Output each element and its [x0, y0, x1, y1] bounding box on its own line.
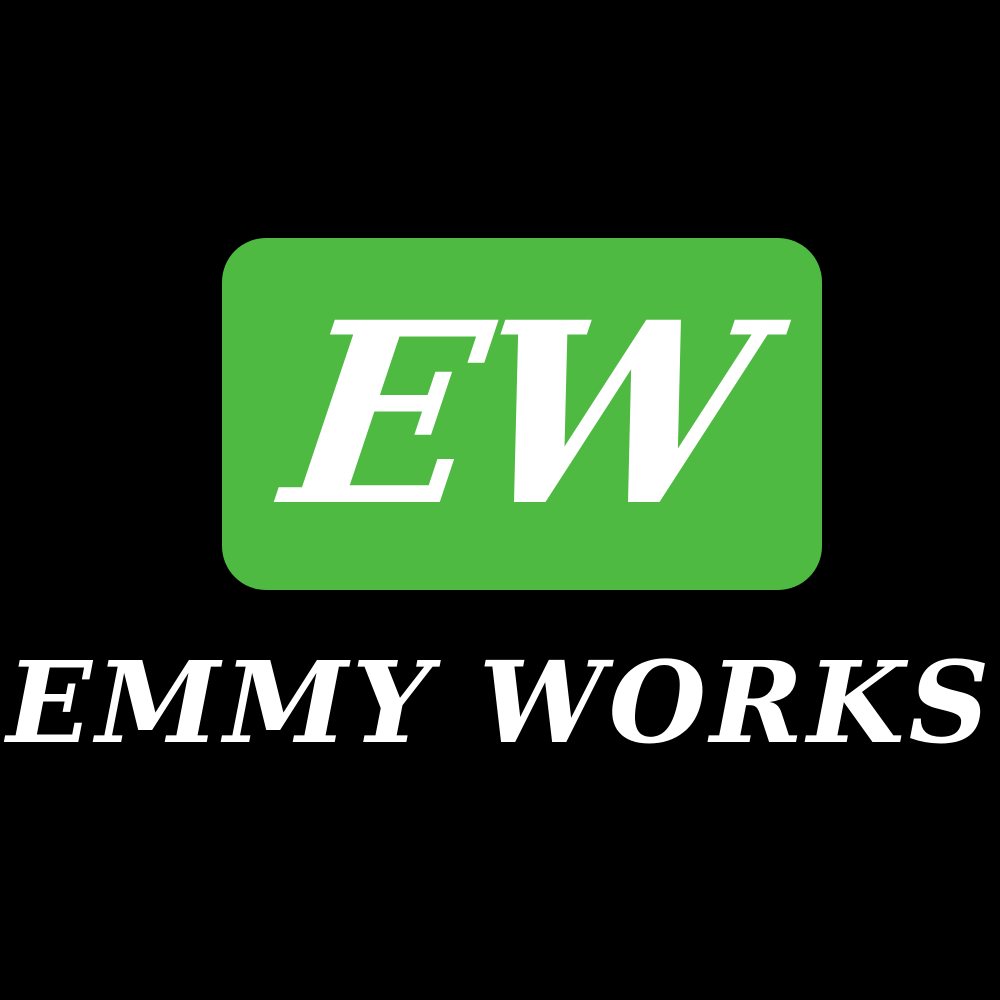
logo-monogram: EW: [271, 267, 773, 561]
logo-wordmark: EMMY WORKS: [6, 637, 994, 769]
logo-badge: EW: [222, 238, 822, 590]
